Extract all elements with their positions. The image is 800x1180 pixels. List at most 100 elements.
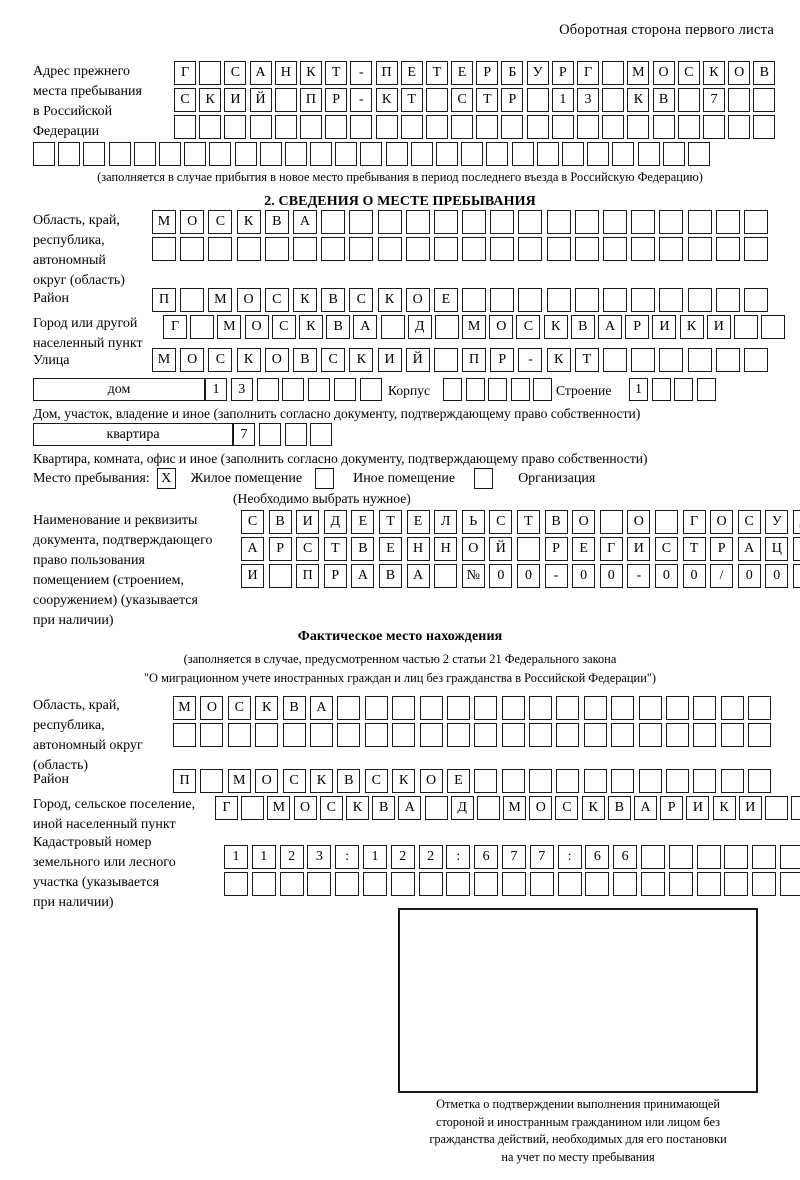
cell[interactable]	[602, 88, 625, 112]
cell[interactable]	[173, 723, 196, 747]
cell[interactable]	[551, 115, 574, 139]
cell[interactable]	[518, 210, 543, 234]
cell[interactable]	[715, 237, 740, 261]
cell[interactable]: 0	[489, 564, 513, 588]
cell[interactable]	[752, 872, 777, 896]
cell[interactable]: Р	[625, 315, 650, 339]
cell[interactable]	[292, 237, 317, 261]
cell[interactable]: 3	[307, 845, 332, 869]
cell[interactable]: М	[208, 288, 233, 312]
cell[interactable]: С	[516, 315, 541, 339]
cell[interactable]: С	[737, 510, 761, 534]
cell[interactable]: М	[217, 315, 242, 339]
cell[interactable]	[715, 348, 740, 372]
cell[interactable]	[516, 537, 540, 561]
cell[interactable]: 2	[390, 845, 415, 869]
cell[interactable]	[637, 142, 660, 166]
cell[interactable]: 1	[629, 378, 648, 401]
cell[interactable]: У	[765, 510, 789, 534]
cell[interactable]: У	[526, 61, 549, 85]
cell[interactable]: Г	[682, 510, 706, 534]
cell[interactable]	[83, 142, 106, 166]
cell[interactable]	[577, 115, 599, 139]
cell[interactable]: Ц	[765, 537, 789, 561]
cell[interactable]	[405, 237, 430, 261]
cell[interactable]	[640, 845, 665, 869]
cell[interactable]	[659, 237, 684, 261]
cell[interactable]	[310, 142, 333, 166]
cell[interactable]	[724, 845, 749, 869]
cell[interactable]: М	[503, 796, 527, 820]
cell[interactable]	[299, 115, 322, 139]
cell[interactable]	[687, 348, 712, 372]
cell[interactable]: 1	[205, 378, 227, 401]
cell[interactable]: С	[174, 88, 196, 112]
cell[interactable]	[659, 348, 684, 372]
cell[interactable]: К	[345, 796, 369, 820]
cell[interactable]: О	[244, 315, 269, 339]
cell[interactable]	[557, 872, 582, 896]
cell[interactable]: А	[737, 537, 761, 561]
cell[interactable]: №	[461, 564, 485, 588]
cell[interactable]	[627, 115, 650, 139]
cell[interactable]: :	[446, 845, 471, 869]
cell[interactable]	[603, 348, 627, 372]
cell[interactable]	[602, 115, 625, 139]
cell[interactable]: 1	[551, 88, 574, 112]
cell[interactable]: Р	[544, 537, 568, 561]
cell[interactable]: Д	[792, 510, 800, 534]
cell[interactable]	[433, 237, 458, 261]
cell[interactable]: К	[679, 315, 704, 339]
cell[interactable]	[486, 142, 509, 166]
cell[interactable]	[693, 696, 717, 720]
cell[interactable]: А	[309, 696, 333, 720]
cell[interactable]: В	[607, 796, 631, 820]
cell[interactable]: В	[337, 769, 361, 793]
cell[interactable]	[696, 845, 721, 869]
cell[interactable]: О	[710, 510, 734, 534]
cell[interactable]	[433, 348, 458, 372]
cell[interactable]: 0	[737, 564, 761, 588]
cell[interactable]	[748, 696, 772, 720]
cell[interactable]: А	[634, 796, 657, 820]
cell[interactable]	[640, 872, 665, 896]
cell[interactable]: Р	[551, 61, 574, 85]
cell[interactable]	[613, 872, 638, 896]
cell[interactable]: Й	[249, 88, 272, 112]
cell[interactable]: В	[351, 537, 375, 561]
cell[interactable]: К	[236, 348, 261, 372]
cell[interactable]: 0	[599, 564, 623, 588]
cell[interactable]	[434, 315, 459, 339]
cell[interactable]	[209, 142, 232, 166]
cell[interactable]	[337, 723, 361, 747]
cell[interactable]	[501, 723, 525, 747]
cell[interactable]	[259, 142, 282, 166]
cell[interactable]: Ь	[461, 510, 485, 534]
cell[interactable]: Р	[490, 348, 515, 372]
cell[interactable]	[612, 142, 635, 166]
cell[interactable]: К	[199, 88, 222, 112]
cell[interactable]: О	[405, 288, 430, 312]
cell[interactable]	[108, 142, 131, 166]
cell[interactable]: О	[419, 769, 443, 793]
cell[interactable]	[602, 61, 625, 85]
cell[interactable]: 2	[279, 845, 304, 869]
cell[interactable]: А	[598, 315, 622, 339]
cell[interactable]: К	[236, 210, 261, 234]
cell[interactable]: С	[654, 537, 678, 561]
cell[interactable]	[599, 510, 623, 534]
cell[interactable]: Р	[325, 88, 348, 112]
cell[interactable]: О	[180, 348, 205, 372]
cell[interactable]	[638, 696, 662, 720]
cell[interactable]: Е	[378, 537, 402, 561]
cell[interactable]	[405, 210, 430, 234]
cell[interactable]: К	[546, 348, 571, 372]
cell[interactable]	[728, 88, 751, 112]
cell[interactable]: Т	[378, 510, 402, 534]
cell[interactable]	[490, 210, 515, 234]
cell[interactable]	[227, 723, 251, 747]
cell[interactable]	[251, 872, 276, 896]
cell[interactable]: В	[321, 288, 346, 312]
